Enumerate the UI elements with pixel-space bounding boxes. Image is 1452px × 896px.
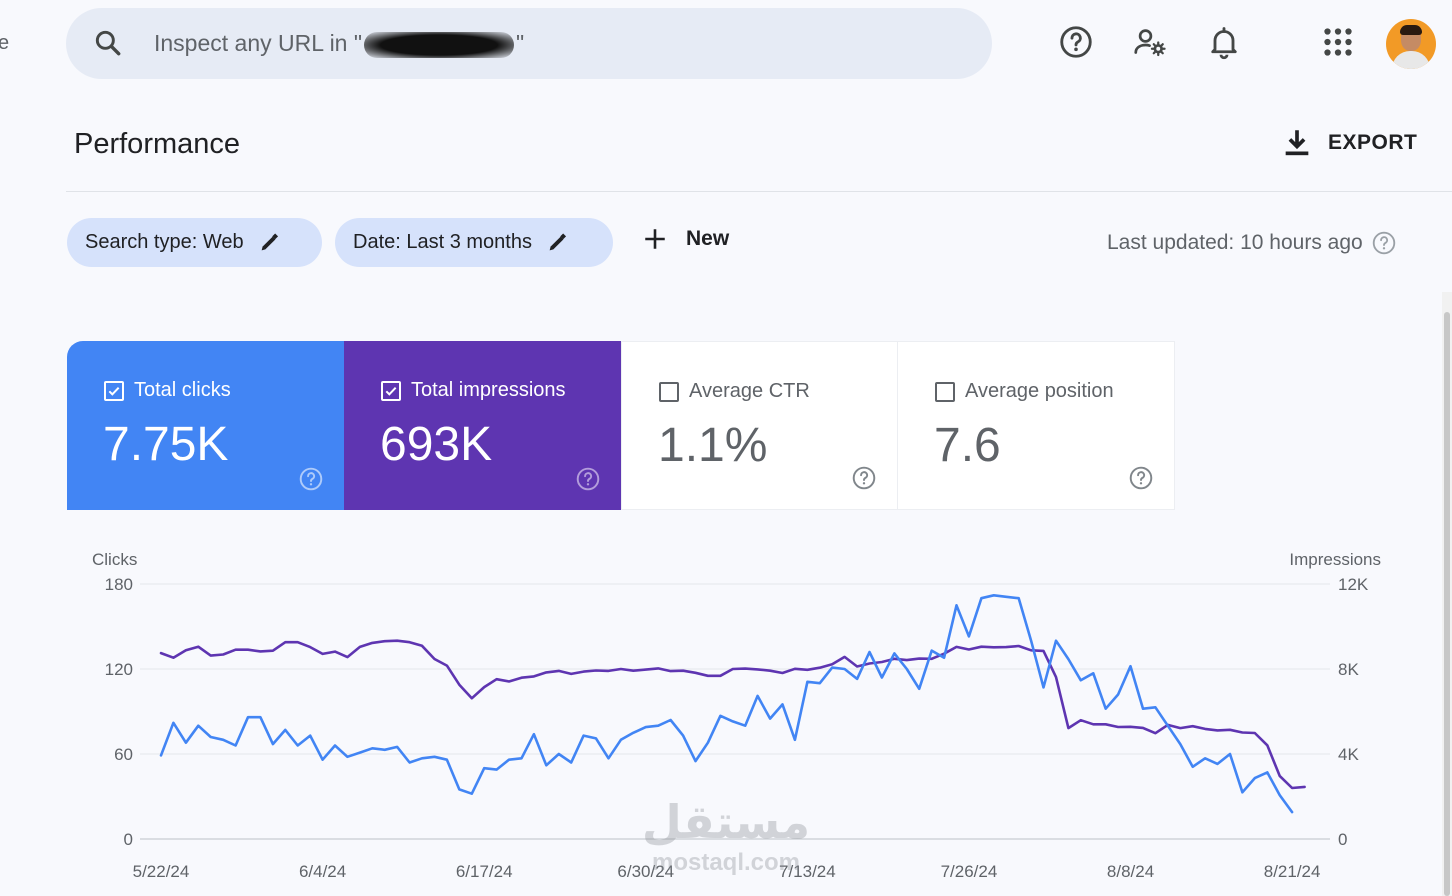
help-icon[interactable] (851, 465, 877, 491)
url-inspect-search-bar[interactable]: Inspect any URL in " " (66, 8, 992, 79)
series-line-clicks (159, 593, 1294, 814)
edit-pencil-icon (261, 232, 278, 250)
checkbox-checked[interactable] (104, 380, 124, 401)
metric-value: 1.1% (658, 419, 768, 472)
new-filter-button[interactable]: New (642, 226, 729, 252)
date-filter-label: Date: Last 3 months (353, 231, 532, 253)
last-updated-status: Last updated: 10 hours ago (1107, 230, 1397, 256)
metric-value: 693K (380, 418, 493, 471)
search-type-filter-chip[interactable]: Search type: Web (67, 218, 322, 267)
metric-card-average-ctr[interactable]: Average CTR 1.1% (621, 341, 898, 510)
admin-settings-icon[interactable] (1132, 24, 1168, 60)
x-tick-label: 7/13/24 (779, 862, 836, 881)
help-icon[interactable] (575, 466, 601, 492)
plus-icon (645, 229, 665, 249)
y-tick-label: 180 (105, 575, 133, 594)
x-tick-label: 7/26/24 (941, 862, 998, 881)
metric-label: Average position (965, 380, 1114, 402)
y-axis-title-left: Clicks (92, 550, 137, 569)
x-tick-label: 8/21/24 (1264, 862, 1321, 881)
apps-grid-icon[interactable] (1320, 24, 1356, 60)
edit-pencil-icon (549, 232, 567, 250)
download-icon (1285, 130, 1309, 156)
x-axis-ticks: 5/22/24 6/4/24 6/17/24 6/30/24 7/13/24 7/26/2… (133, 862, 1321, 881)
performance-line-chart[interactable]: Clicks Impressions 0 60 120 180 0 4K 8K 12K 5/… (0, 540, 1440, 896)
y-tick-label: 120 (105, 660, 133, 679)
export-label: EXPORT (1328, 131, 1418, 154)
metric-label: Average CTR (689, 380, 810, 402)
search-placeholder-suffix: " (516, 30, 525, 56)
y-tick-label: 0 (124, 830, 133, 849)
help-icon[interactable] (1058, 24, 1094, 60)
export-button[interactable]: EXPORT (1280, 126, 1417, 160)
help-icon[interactable] (298, 466, 324, 492)
notifications-bell-icon[interactable] (1206, 24, 1242, 60)
header-divider (66, 191, 1452, 192)
new-filter-label: New (686, 227, 730, 250)
last-updated-text: Last updated: 10 hours ago (1107, 231, 1363, 254)
redacted-property-name (364, 31, 515, 58)
metric-label: Total impressions (411, 379, 566, 401)
checkbox-checked[interactable] (381, 380, 401, 401)
y2-tick-label: 8K (1338, 660, 1359, 679)
scrollbar-thumb[interactable] (1444, 312, 1450, 896)
check-icon (385, 386, 397, 396)
x-tick-label: 5/22/24 (133, 862, 190, 881)
metric-card-total-impressions[interactable]: Total impressions 693K (344, 341, 621, 510)
truncated-nav-text: e (0, 32, 10, 54)
y-axis-ticks-right: 0 4K 8K 12K (1338, 575, 1369, 849)
x-tick-label: 6/17/24 (456, 862, 513, 881)
metric-card-average-position[interactable]: Average position 7.6 (898, 341, 1175, 510)
y2-tick-label: 0 (1338, 830, 1347, 849)
search-placeholder-prefix: Inspect any URL in " (154, 30, 363, 56)
x-tick-label: 8/8/24 (1107, 862, 1154, 881)
page-title: Performance (74, 128, 241, 160)
y2-tick-label: 12K (1338, 575, 1369, 594)
search-icon (95, 30, 121, 56)
y2-tick-label: 4K (1338, 745, 1359, 764)
mostaql-watermark-logo: مستقل mostaql.com (642, 795, 810, 876)
user-avatar[interactable] (1386, 19, 1436, 69)
x-tick-label: 6/30/24 (617, 862, 674, 881)
watermark-arabic-text: مستقل (642, 795, 810, 849)
check-icon (108, 386, 120, 396)
watermark-latin-text: mostaql.com (652, 849, 800, 876)
y-axis-ticks-left: 0 60 120 180 (105, 575, 133, 849)
series-line-impressions (159, 639, 1306, 790)
y-axis-title-right: Impressions (1289, 550, 1381, 569)
checkbox-unchecked[interactable] (659, 381, 679, 402)
metric-card-total-clicks[interactable]: Total clicks 7.75K (67, 341, 344, 510)
help-icon[interactable] (1371, 230, 1397, 256)
chart-series (159, 593, 1306, 814)
help-icon[interactable] (1128, 465, 1154, 491)
checkbox-unchecked[interactable] (935, 381, 955, 402)
avatar-hair (1400, 25, 1422, 35)
avatar-shirt (1392, 51, 1430, 69)
x-tick-label: 6/4/24 (299, 862, 346, 881)
search-placeholder[interactable]: Inspect any URL in " " (154, 30, 524, 58)
metric-value: 7.75K (103, 418, 229, 471)
y-tick-label: 60 (114, 745, 133, 764)
metric-value: 7.6 (934, 419, 1001, 472)
search-type-label: Search type: Web (85, 231, 244, 253)
metric-label: Total clicks (134, 379, 231, 401)
date-filter-chip[interactable]: Date: Last 3 months (335, 218, 613, 267)
